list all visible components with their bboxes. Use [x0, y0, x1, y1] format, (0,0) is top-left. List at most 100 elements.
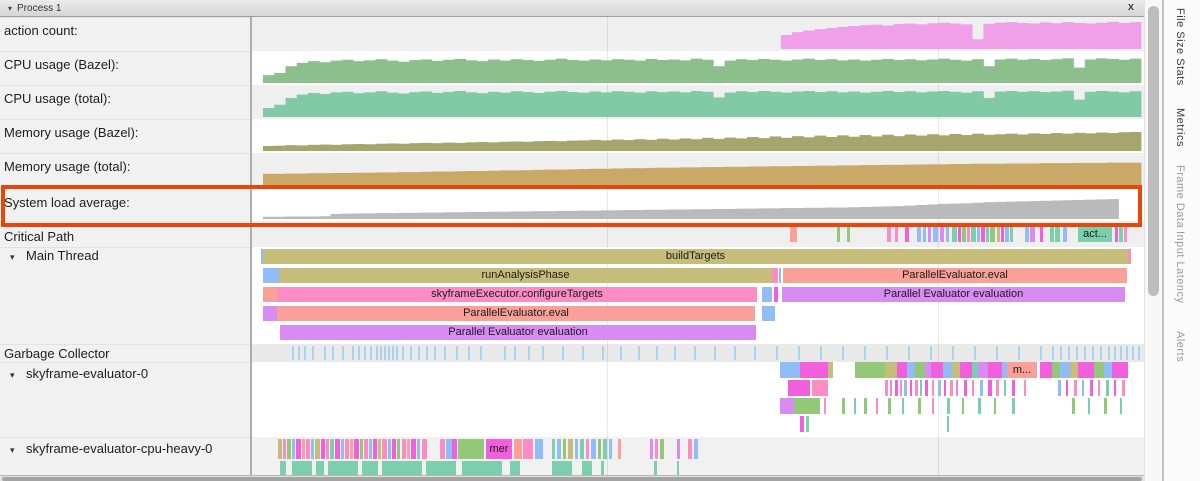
slice[interactable]	[382, 439, 387, 459]
slice[interactable]	[1050, 226, 1054, 242]
slice[interactable]	[1094, 362, 1104, 378]
slice[interactable]	[655, 439, 658, 459]
slice[interactable]	[296, 439, 301, 459]
slice[interactable]	[654, 461, 657, 475]
slice[interactable]	[854, 398, 856, 414]
slice[interactable]	[925, 362, 931, 378]
slice[interactable]	[575, 439, 578, 459]
slice[interactable]	[885, 362, 897, 378]
slice[interactable]	[411, 439, 416, 459]
slice[interactable]	[440, 439, 445, 459]
slice[interactable]	[278, 439, 282, 459]
slice[interactable]	[677, 439, 680, 459]
gc-event-tick[interactable]	[332, 346, 334, 360]
slice[interactable]	[994, 398, 996, 414]
slice[interactable]	[828, 362, 833, 378]
slice-skyframeexecutor-configuretargets[interactable]: skyframeExecutor.configureTargets	[277, 287, 757, 302]
slice[interactable]	[688, 439, 692, 459]
gc-event-tick[interactable]	[582, 346, 584, 360]
slice[interactable]	[552, 439, 555, 459]
slice[interactable]	[1098, 380, 1100, 396]
gc-event-tick[interactable]	[1018, 346, 1020, 360]
gc-event-tick[interactable]	[392, 346, 394, 360]
gc-event-tick[interactable]	[1060, 346, 1062, 360]
gc-event-tick[interactable]	[418, 346, 420, 360]
slice[interactable]	[287, 439, 291, 459]
gc-event-tick[interactable]	[1068, 346, 1070, 360]
slice[interactable]	[800, 362, 828, 378]
slice[interactable]	[931, 362, 943, 378]
gc-event-tick[interactable]	[620, 346, 622, 360]
slice[interactable]	[837, 226, 840, 242]
gc-event-tick[interactable]	[292, 346, 294, 360]
slice[interactable]	[920, 380, 922, 396]
gc-event-tick[interactable]	[886, 346, 888, 360]
slice[interactable]	[772, 268, 778, 283]
gc-event-tick[interactable]	[426, 346, 428, 360]
sidebar-tab-file-size-stats[interactable]: File Size Stats	[1174, 8, 1186, 86]
slice[interactable]	[1082, 380, 1084, 396]
slice[interactable]	[373, 439, 377, 459]
slice[interactable]	[557, 439, 561, 459]
slice[interactable]	[263, 306, 277, 321]
slice[interactable]	[582, 461, 592, 475]
slice-parallelevaluator-eval[interactable]: ParallelEvaluator.eval	[783, 268, 1127, 283]
slice[interactable]	[988, 362, 1002, 378]
slice[interactable]	[972, 380, 974, 396]
horizontal-scrollbar-thumb[interactable]	[2, 477, 1142, 481]
slice[interactable]	[341, 439, 344, 459]
slice[interactable]	[1114, 380, 1116, 396]
slice[interactable]	[895, 380, 898, 396]
sidebar-tab-input-latency[interactable]: Input Latency	[1174, 231, 1186, 304]
slice[interactable]	[958, 226, 961, 242]
track-label-skyframe-evaluator-0[interactable]: ▾ skyframe-evaluator-0	[0, 366, 250, 381]
gc-event-tick[interactable]	[1052, 346, 1054, 360]
slice[interactable]	[580, 439, 584, 459]
gc-event-tick[interactable]	[602, 346, 604, 360]
slice[interactable]	[603, 439, 607, 459]
slice[interactable]	[650, 439, 653, 459]
slice[interactable]	[369, 439, 372, 459]
slice[interactable]	[350, 439, 353, 459]
slice-mer[interactable]: mer	[486, 439, 512, 459]
slice[interactable]	[1115, 226, 1118, 242]
counter-chart-action-count[interactable]	[252, 19, 1144, 49]
slice[interactable]	[895, 226, 898, 242]
slice[interactable]	[905, 226, 909, 242]
slice[interactable]	[563, 439, 566, 459]
slice[interactable]	[306, 439, 310, 459]
counter-chart-cpu-usage-bazel[interactable]	[252, 53, 1144, 83]
slice[interactable]	[694, 439, 698, 459]
slice[interactable]	[660, 439, 664, 459]
slice[interactable]	[962, 226, 966, 242]
slice[interactable]	[978, 362, 988, 378]
gc-event-tick[interactable]	[444, 346, 446, 360]
collapse-triangle-icon[interactable]: ▾	[10, 445, 15, 455]
slice-parallelevaluator-eval[interactable]: ParallelEvaluator.eval	[277, 306, 755, 321]
slice[interactable]	[330, 439, 334, 459]
slice[interactable]	[794, 398, 820, 414]
slice[interactable]	[1124, 226, 1127, 242]
gc-event-tick[interactable]	[1138, 346, 1140, 360]
vertical-scrollbar-thumb[interactable]	[1148, 6, 1159, 296]
slice[interactable]	[458, 439, 484, 459]
slice[interactable]	[1078, 362, 1094, 378]
slice-act[interactable]: act...	[1078, 226, 1112, 242]
gc-event-tick[interactable]	[754, 346, 756, 360]
slice[interactable]	[514, 439, 522, 459]
slice[interactable]	[952, 362, 960, 378]
slice[interactable]	[1063, 226, 1067, 242]
collapse-triangle-icon[interactable]: ▾	[10, 370, 15, 380]
slice[interactable]	[842, 398, 845, 414]
slice[interactable]	[977, 226, 980, 242]
slice[interactable]	[907, 362, 915, 378]
track-label-main-thread[interactable]: ▾ Main Thread	[0, 248, 250, 263]
track-label-skyframe-evaluator-cpu-heavy-0[interactable]: ▾ skyframe-evaluator-cpu-heavy-0	[0, 441, 250, 456]
slice[interactable]	[535, 439, 543, 459]
gc-event-tick[interactable]	[1084, 346, 1086, 360]
process-titlebar[interactable]: ▾ Process 1 x	[0, 0, 1144, 17]
gc-event-tick[interactable]	[974, 346, 976, 360]
slice[interactable]	[1104, 398, 1107, 414]
slice[interactable]	[876, 398, 878, 414]
counter-chart-memory-usage-total[interactable]	[252, 155, 1144, 185]
